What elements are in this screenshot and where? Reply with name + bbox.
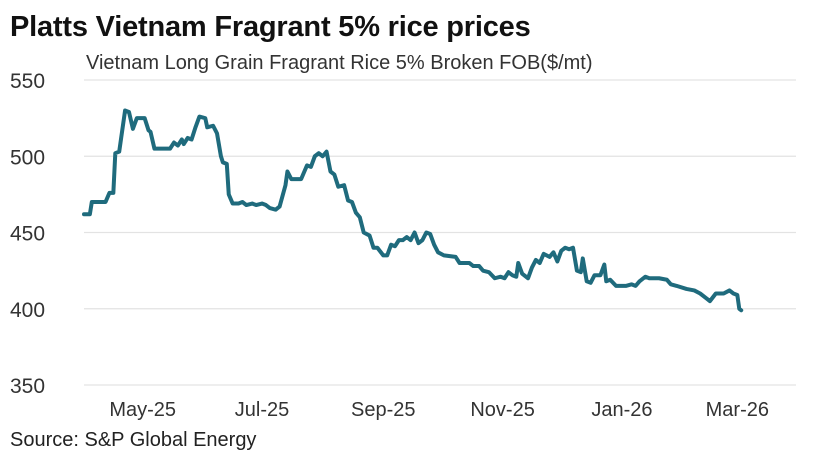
y-tick-label-450: 450	[10, 223, 45, 246]
y-tick-label-350: 350	[10, 375, 45, 398]
x-tick-label-jul-25: Jul-25	[235, 399, 289, 421]
x-tick-label-jan-26: Jan-26	[591, 399, 652, 421]
chart-subtitle: Vietnam Long Grain Fragrant Rice 5% Brok…	[86, 52, 593, 74]
x-tick-label-may-25: May-25	[109, 399, 176, 421]
y-tick-label-500: 500	[10, 146, 45, 169]
chart-title: Platts Vietnam Fragrant 5% rice prices	[10, 11, 531, 43]
y-tick-label-400: 400	[10, 299, 45, 322]
x-tick-label-nov-25: Nov-25	[470, 399, 534, 421]
y-tick-label-550: 550	[10, 70, 45, 93]
series-line-1	[82, 108, 744, 313]
x-tick-label-sep-25: Sep-25	[351, 399, 416, 421]
x-tick-label-mar-26: Mar-26	[706, 399, 769, 421]
source-note: Source: S&P Global Energy	[10, 429, 257, 451]
